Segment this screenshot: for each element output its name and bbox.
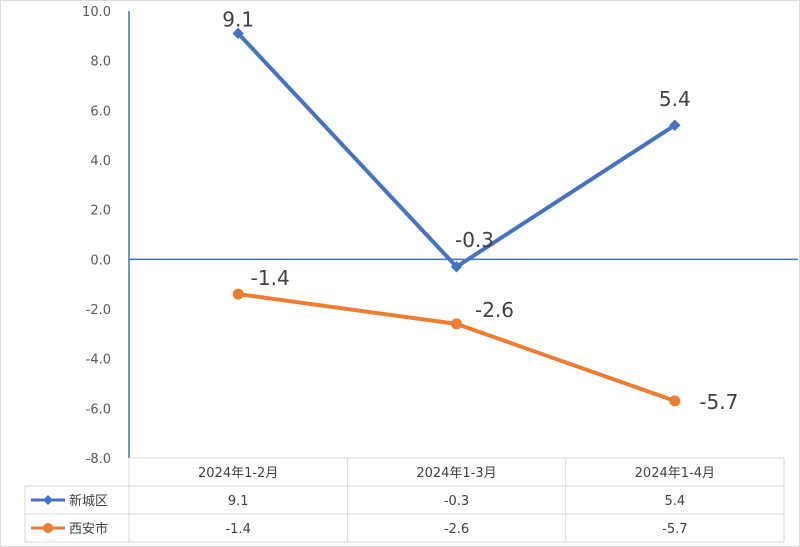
y-tick-label: 8.0	[90, 55, 111, 70]
data-label: -2.6	[475, 298, 514, 322]
data-point-marker	[451, 318, 462, 330]
y-tick-label: 6.0	[90, 104, 111, 119]
legend-marker	[43, 495, 53, 505]
y-tick-label: -2.0	[86, 303, 111, 318]
data-label: -5.7	[699, 390, 738, 414]
table-cell-value: 5.4	[664, 494, 685, 509]
data-label: -0.3	[455, 228, 494, 252]
y-tick-label: 0.0	[90, 253, 111, 268]
y-tick-label: 2.0	[90, 204, 111, 219]
data-point-marker	[450, 261, 463, 273]
data-label: 9.1	[222, 7, 254, 31]
series-line-2	[236, 292, 677, 403]
legend-label: 西安市	[69, 521, 108, 537]
data-point-marker	[669, 119, 681, 131]
table-cell-value: 9.1	[228, 494, 249, 509]
y-tick-label: 10.0	[82, 5, 111, 20]
table-cell-value: -2.6	[444, 522, 469, 537]
table-cell-value: -5.7	[662, 522, 687, 537]
legend-label: 新城区	[69, 493, 108, 509]
y-tick-label: 4.0	[90, 154, 111, 169]
y-tick-label: -4.0	[86, 353, 111, 368]
table-cell-value: -0.3	[444, 494, 469, 509]
data-label: 5.4	[659, 87, 691, 111]
data-point-marker	[669, 395, 681, 407]
x-category-label: 2024年1-3月	[416, 466, 496, 481]
x-category-label: 2024年1-2月	[198, 466, 278, 481]
data-point-marker	[232, 27, 244, 40]
y-tick-label: -8.0	[86, 452, 111, 467]
x-category-label: 2024年1-4月	[635, 466, 715, 481]
data-label: -1.4	[251, 266, 290, 290]
table-cell-value: -1.4	[225, 522, 250, 537]
y-tick-label: -6.0	[86, 402, 111, 417]
legend-marker	[43, 523, 53, 533]
data-point-marker	[232, 288, 244, 300]
